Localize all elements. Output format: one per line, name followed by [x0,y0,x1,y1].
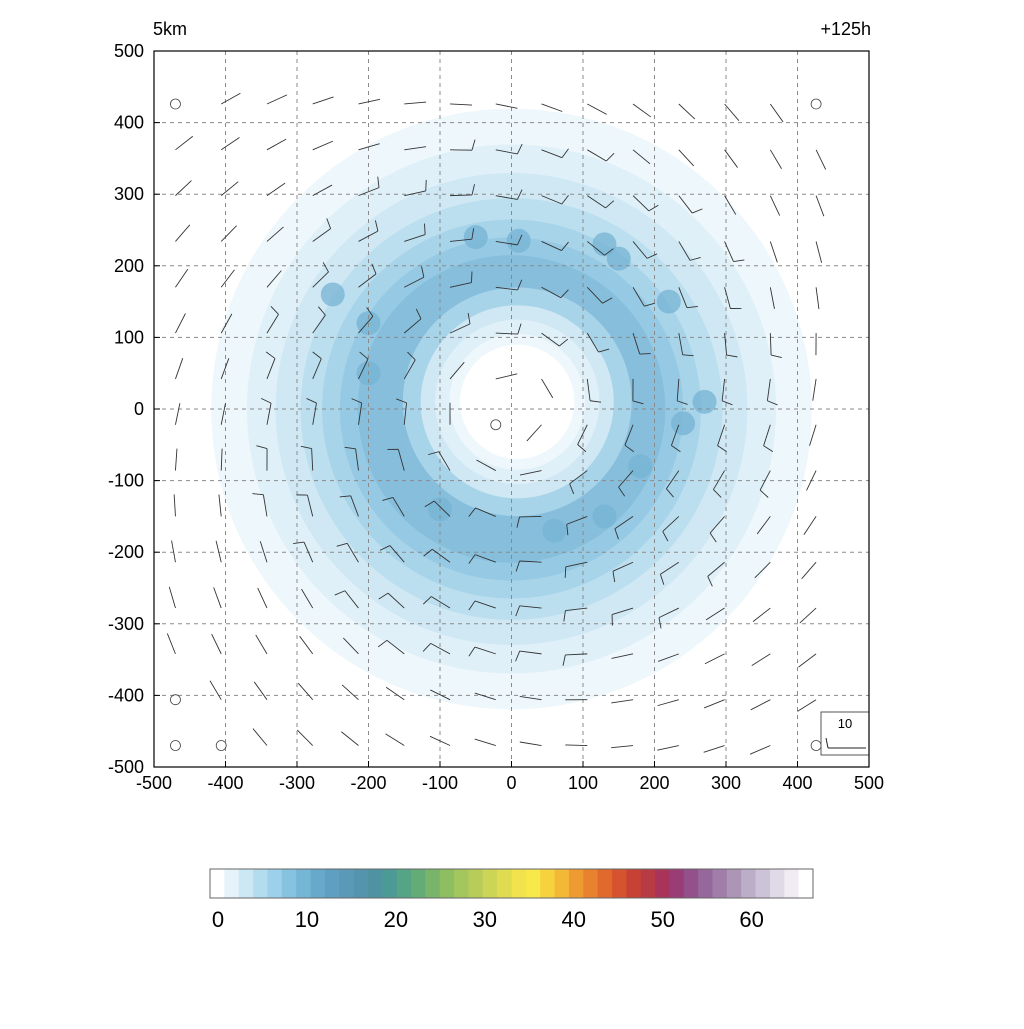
x-tick-label: -300 [279,773,315,793]
colorbar-swatch [397,869,412,898]
colorbar-swatch [440,869,455,898]
y-tick-label: 500 [114,41,144,61]
x-tick-label: -200 [350,773,386,793]
colorbar-swatch [741,869,756,898]
y-tick-label: 200 [114,256,144,276]
colorbar-tick-label: 40 [562,907,586,932]
colorbar-swatch [612,869,627,898]
colorbar-swatch [655,869,670,898]
convective-cell [657,290,681,314]
colorbar-swatch [425,869,440,898]
convective-cell [507,229,531,253]
x-tick-label: 400 [782,773,812,793]
colorbar-swatch [368,869,383,898]
y-tick-label: -200 [108,542,144,562]
colorbar-swatch [598,869,613,898]
colorbar-swatch [684,869,699,898]
convective-cell [607,247,631,271]
colorbar-swatch [669,869,684,898]
colorbar-swatch [382,869,397,898]
colorbar-swatch [224,869,239,898]
colorbar-tick-label: 20 [384,907,408,932]
y-tick-label: 0 [134,399,144,419]
colorbar-tick-label: 10 [295,907,319,932]
convective-cell [592,504,616,528]
wind-reference-box: 10 [821,712,869,755]
title-left: 5km [153,19,187,39]
colorbar-swatch [799,869,814,898]
colorbar-swatch [555,869,570,898]
convective-cell [693,390,717,414]
wind-barb [565,745,587,746]
colorbar-tick-label: 60 [739,907,763,932]
colorbar-swatch [727,869,742,898]
colorbar-swatch [483,869,498,898]
title-right: +125h [820,19,871,39]
convective-cell [671,411,695,435]
x-tick-label: 500 [854,773,884,793]
wind-barb-flag [424,224,425,235]
colorbar-swatch [512,869,527,898]
colorbar-swatch [641,869,656,898]
wind-reference-label: 10 [838,716,852,731]
colorbar-swatch [770,869,785,898]
convective-cell [464,225,488,249]
colorbar-swatch [239,869,254,898]
y-tick-label: -500 [108,757,144,777]
colorbar-swatch [468,869,483,898]
wind-barb-flag [565,567,566,578]
colorbar-swatch [756,869,771,898]
x-tick-label: 0 [506,773,516,793]
y-tick-label: -400 [108,685,144,705]
colorbar-swatch [626,869,641,898]
colorbar-tick-label: 0 [212,907,224,932]
convective-cell [542,519,566,543]
colorbar-swatch [339,869,354,898]
x-tick-label: 100 [568,773,598,793]
colorbar-swatch [296,869,311,898]
colorbar-swatch [454,869,469,898]
colorbar-swatch [784,869,799,898]
x-tick-label: 300 [711,773,741,793]
colorbar-swatch [526,869,541,898]
y-tick-label: -300 [108,614,144,634]
colorbar-swatch [282,869,297,898]
eye-band [460,345,574,459]
x-tick-label: -100 [422,773,458,793]
wind-barb-flag [426,180,427,191]
wind-barb [520,516,542,517]
x-tick-label: 200 [639,773,669,793]
x-tick-label: -400 [207,773,243,793]
y-tick-label: 300 [114,184,144,204]
colorbar-swatch [411,869,426,898]
colorbar-tick-label: 50 [650,907,674,932]
colorbar-swatch [540,869,555,898]
wind-barb-flag [640,354,651,355]
colorbar-tick-label: 30 [473,907,497,932]
colorbar-swatch [713,869,728,898]
colorbar-swatch [325,869,340,898]
y-tick-label: -100 [108,471,144,491]
colorbar-swatch [497,869,512,898]
colorbar-swatch [569,869,584,898]
colorbar-swatch [698,869,713,898]
colorbar-swatch [253,869,268,898]
colorbar-swatch [267,869,282,898]
convective-cell [321,282,345,306]
colorbar-swatch [311,869,326,898]
colorbar-swatch [210,869,225,898]
convective-cell [628,454,652,478]
y-tick-label: 400 [114,113,144,133]
colorbar-swatch [354,869,369,898]
y-tick-label: 100 [114,327,144,347]
colorbar [210,869,814,898]
colorbar-swatch [583,869,598,898]
